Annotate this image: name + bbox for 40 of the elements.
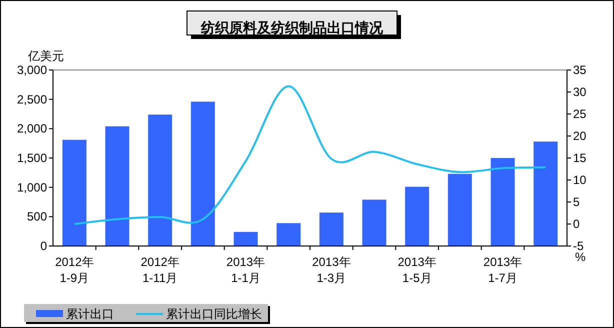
bar — [362, 200, 386, 246]
y-tick-label: 2,000 — [16, 122, 48, 136]
y2-tick-label: 20 — [573, 129, 587, 143]
bar — [105, 126, 130, 246]
y-tick-label: 3,000 — [16, 63, 48, 77]
y2-axis-title: % — [575, 250, 586, 264]
legend-label: 累计出口同比增长 — [166, 307, 262, 321]
legend-label: 累计出口 — [66, 307, 114, 321]
bar — [490, 158, 515, 246]
chart-title: 纺织原料及纺织制品出口情况 — [200, 20, 384, 36]
y-axis-title: 亿美元 — [27, 49, 64, 63]
bar — [234, 232, 258, 246]
bar — [319, 212, 344, 246]
y-tick-label: 1,000 — [16, 180, 48, 194]
x-tick-label: 2012年 1-11月 — [140, 255, 180, 285]
x-tick-label: 2013年 1-3月 — [312, 255, 351, 285]
y2-tick-label: 5 — [573, 195, 580, 209]
y-tick-label: 500 — [26, 210, 48, 224]
title: 纺织原料及纺织制品出口情况 — [186, 10, 401, 39]
y-tick-label: 0 — [40, 239, 48, 253]
y2-tick-label: 15 — [573, 151, 587, 165]
x-tick-label: 2013年 1-7月 — [483, 255, 522, 285]
bar — [148, 114, 172, 246]
bar — [190, 102, 215, 246]
bar — [276, 223, 301, 246]
y-tick-label: 2,500 — [16, 92, 48, 106]
x-tick-label: 2013年 1-1月 — [226, 255, 266, 285]
y-tick-label: 1,500 — [16, 151, 48, 165]
y2-tick-label: 0 — [573, 217, 580, 231]
y2-tick-label: 30 — [573, 85, 587, 99]
y2-tick-label: 35 — [573, 63, 587, 77]
y2-tick-label: 10 — [573, 173, 587, 187]
y2-tick-label: -5 — [573, 239, 584, 253]
y2-tick-label: 25 — [573, 107, 587, 121]
bar — [405, 186, 430, 246]
x-tick-label: 2012年 1-9月 — [55, 255, 94, 285]
bar — [534, 142, 558, 246]
x-tick-label: 2013年 1-5月 — [398, 255, 436, 285]
bar — [62, 140, 86, 246]
bar — [448, 174, 472, 246]
